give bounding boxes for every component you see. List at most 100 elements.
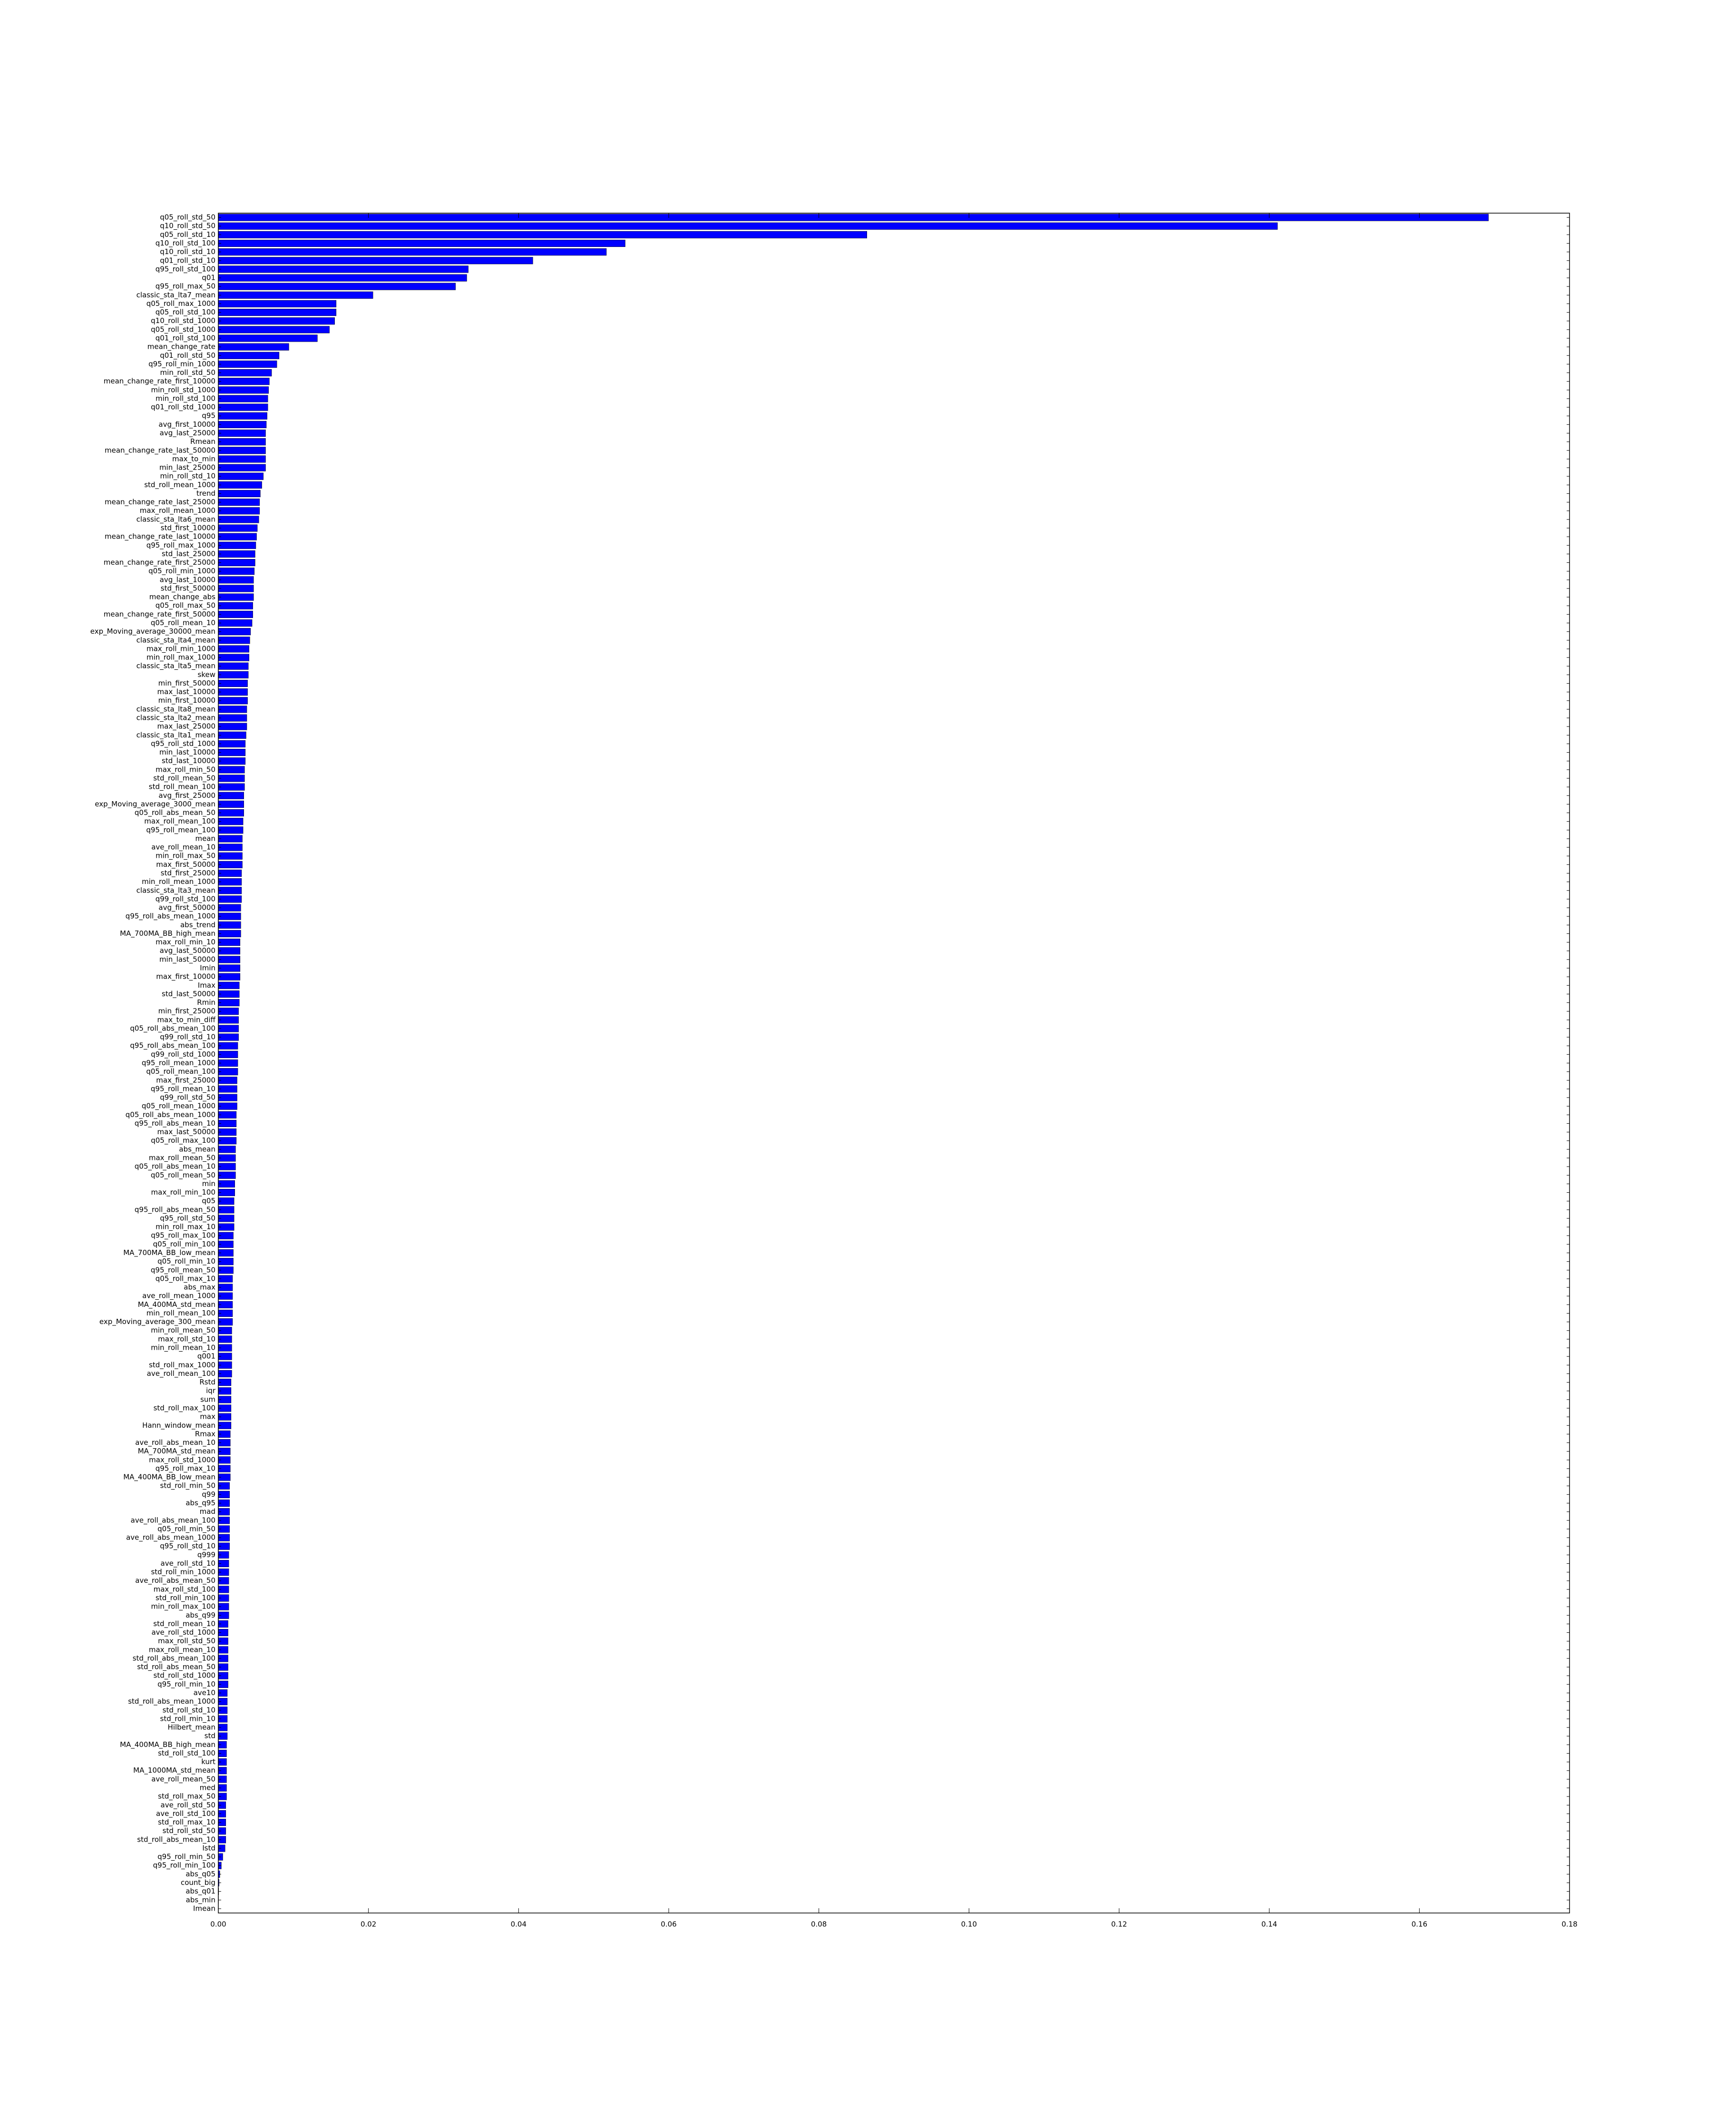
- y-tick-label: mean_change_rate_first_50000: [104, 610, 215, 619]
- bar: [218, 965, 240, 972]
- y-tick-label: ave_roll_mean_1000: [142, 1292, 215, 1301]
- bar: [218, 870, 242, 877]
- y-tick-label: abs_trend: [180, 921, 215, 930]
- y-tick-label: abs_q05: [185, 1870, 215, 1879]
- y-tick-label: ave_roll_mean_50: [151, 1775, 215, 1784]
- bar: [218, 369, 272, 376]
- bar: [218, 1034, 239, 1041]
- bar: [218, 844, 243, 851]
- bar: [218, 559, 255, 566]
- bar: [218, 231, 867, 238]
- y-tick-label: min_roll_std_50: [160, 368, 215, 377]
- y-tick-label: q95_roll_mean_100: [146, 825, 215, 834]
- y-tick-label: min_roll_mean_100: [146, 1309, 215, 1318]
- y-tick-label: Hilbert_mean: [168, 1723, 215, 1732]
- bar: [218, 395, 268, 402]
- y-tick-label: q05_roll_std_100: [156, 308, 215, 317]
- y-tick-label: ave_roll_abs_mean_50: [135, 1576, 215, 1585]
- y-tick-label: abs_q95: [185, 1499, 215, 1508]
- x-tick-label: 0.18: [1561, 1920, 1577, 1929]
- y-tick-label: std_roll_max_10: [158, 1818, 215, 1827]
- bar: [218, 749, 245, 756]
- y-tick-label: max_roll_min_100: [151, 1188, 215, 1197]
- bar: [218, 1042, 238, 1050]
- y-tick-label: avg_first_50000: [158, 903, 215, 912]
- bar: [218, 671, 248, 678]
- bar: [218, 697, 248, 704]
- y-tick-label: max_last_10000: [157, 687, 215, 697]
- bar: [218, 542, 256, 549]
- bar: [218, 654, 249, 661]
- y-tick-label: std_roll_min_10: [160, 1714, 215, 1723]
- y-tick-label: max_roll_mean_50: [149, 1154, 215, 1163]
- y-tick-label: abs_min: [186, 1895, 215, 1904]
- y-tick-label: max_to_min_diff: [157, 1015, 215, 1024]
- y-tick-label: q05_roll_mean_10: [151, 618, 215, 628]
- y-tick-label: ave_roll_mean_100: [147, 1369, 215, 1378]
- y-tick-label: max_to_min: [172, 454, 215, 463]
- y-tick-label: exp_Moving_average_30000_mean: [90, 627, 215, 636]
- y-tick-label: q01_roll_std_1000: [151, 403, 215, 412]
- bar: [218, 956, 240, 963]
- y-tick-label: MA_1000MA_std_mean: [133, 1766, 215, 1775]
- y-tick-label: max_roll_mean_1000: [140, 506, 215, 515]
- y-tick-label: q95_roll_min_50: [157, 1853, 215, 1862]
- y-tick-label: skew: [198, 670, 215, 679]
- bar: [218, 1008, 239, 1015]
- y-tick-label: q10_roll_std_1000: [151, 316, 215, 325]
- bar: [218, 525, 257, 532]
- y-tick-label: mean_change_rate_first_10000: [104, 377, 215, 386]
- y-tick-label: std_roll_std_10: [163, 1706, 215, 1715]
- y-tick-label: min_last_10000: [159, 748, 215, 757]
- y-tick-label: q05_roll_min_100: [153, 1240, 215, 1249]
- y-tick-label: kurt: [201, 1757, 215, 1766]
- y-tick-label: q95_roll_max_1000: [146, 541, 215, 550]
- y-tick-label: max_roll_std_1000: [149, 1455, 215, 1464]
- y-tick-label: max_roll_min_50: [156, 765, 215, 774]
- bar: [218, 240, 625, 247]
- bar: [218, 438, 265, 445]
- bar: [218, 723, 247, 730]
- bar: [218, 715, 247, 722]
- bar: [218, 1068, 238, 1075]
- y-tick-label: MA_400MA_std_mean: [138, 1300, 215, 1309]
- y-tick-label: q10_roll_std_50: [160, 222, 215, 231]
- bar: [218, 688, 248, 696]
- bar: [218, 732, 246, 739]
- y-tick-label: q05_roll_abs_mean_100: [130, 1024, 215, 1033]
- y-tick-label: abs_max: [184, 1283, 215, 1292]
- y-tick-label: min_roll_max_10: [156, 1223, 215, 1232]
- y-tick-label: q95_roll_max_10: [156, 1464, 215, 1473]
- y-tick-label: std_last_50000: [162, 990, 215, 999]
- y-tick-label: q05_roll_max_10: [156, 1274, 215, 1283]
- y-tick-label: q01: [202, 274, 215, 282]
- bar: [218, 740, 245, 747]
- bar: [218, 464, 265, 471]
- y-tick-label: q05_roll_std_50: [160, 213, 215, 222]
- y-tick-label: q95_roll_abs_mean_10: [135, 1119, 215, 1128]
- y-tick-label: classic_sta_lta4_mean: [137, 636, 215, 645]
- bar: [218, 594, 254, 601]
- bar: [218, 473, 263, 480]
- bar: [218, 999, 239, 1006]
- y-tick-label: trend: [196, 489, 215, 498]
- y-tick-label: q95_roll_max_50: [156, 282, 215, 291]
- y-tick-label: std_roll_abs_mean_10: [137, 1835, 215, 1844]
- bar: [218, 326, 330, 334]
- y-tick-label: min_roll_max_100: [151, 1602, 215, 1611]
- y-tick-label: q95_roll_mean_10: [151, 1084, 215, 1093]
- y-tick-label: Rmax: [195, 1430, 215, 1438]
- bar: [218, 757, 245, 765]
- bar: [218, 404, 268, 411]
- x-tick-label: 0.06: [661, 1920, 676, 1929]
- y-tick-label: classic_sta_lta6_mean: [137, 515, 215, 524]
- y-tick-label: std_roll_mean_10: [153, 1619, 215, 1628]
- y-tick-label: avg_last_50000: [160, 946, 215, 955]
- y-tick-label: std_roll_mean_50: [153, 774, 215, 783]
- y-tick-label: mean_change_rate_last_10000: [105, 532, 215, 541]
- y-tick-label: q05_roll_abs_mean_10: [135, 1162, 215, 1171]
- bar: [218, 947, 240, 954]
- bar: [218, 499, 260, 506]
- y-tick-label: mean_change_rate: [147, 343, 215, 352]
- y-tick-label: MA_400MA_BB_high_mean: [120, 1740, 215, 1749]
